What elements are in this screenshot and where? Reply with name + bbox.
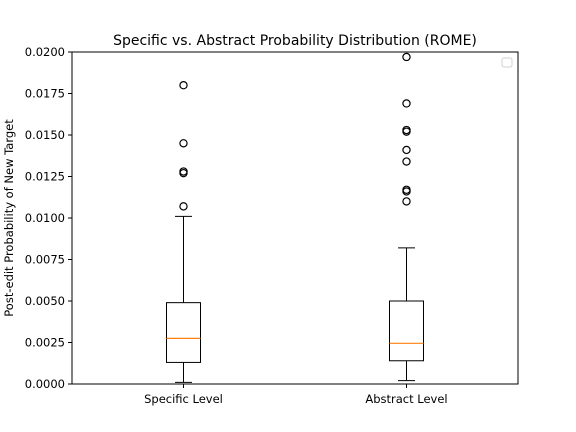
- y-tick-label: 0.0075: [25, 253, 65, 267]
- outlier-point: [402, 145, 411, 155]
- box-group: [389, 52, 424, 382]
- y-axis: 0.0000 0.0025 0.0050 0.0075 0.0100 0.0125 0.01…: [25, 45, 72, 391]
- outlier-point: [179, 167, 188, 176]
- y-tick-label: 0.0100: [25, 211, 65, 225]
- x-axis: Specific Level Abstract Level: [144, 384, 448, 406]
- y-tick-label: 0.0125: [25, 170, 65, 184]
- outlier-point: [402, 185, 411, 194]
- outlier-point: [402, 197, 411, 206]
- outlier-point: [402, 125, 411, 135]
- legend-box: [501, 57, 513, 68]
- outlier-point: [179, 202, 188, 211]
- x-tick-label: Specific Level: [144, 392, 223, 406]
- chart-title: Specific vs. Abstract Probability Distri…: [113, 33, 477, 49]
- outlier-point: [402, 157, 411, 166]
- outlier-point: [402, 52, 411, 62]
- y-tick-label: 0.0000: [25, 377, 65, 391]
- box-iqr: [166, 302, 201, 363]
- y-tick-label: 0.0050: [25, 294, 65, 308]
- y-tick-label: 0.0025: [25, 336, 65, 350]
- outlier-point: [179, 80, 188, 90]
- x-tick-label: Abstract Level: [365, 392, 447, 406]
- boxes: [166, 52, 424, 383]
- box-group: [166, 80, 201, 383]
- y-tick-label: 0.0150: [25, 128, 65, 142]
- y-tick-label: 0.0175: [25, 87, 65, 101]
- box-iqr: [389, 300, 424, 362]
- y-axis-label: Post-edit Probability of New Target: [2, 119, 16, 317]
- y-tick-label: 0.0200: [25, 45, 65, 59]
- outlier-point: [402, 99, 411, 108]
- plot-frame: [71, 51, 519, 385]
- outlier-point: [179, 139, 188, 148]
